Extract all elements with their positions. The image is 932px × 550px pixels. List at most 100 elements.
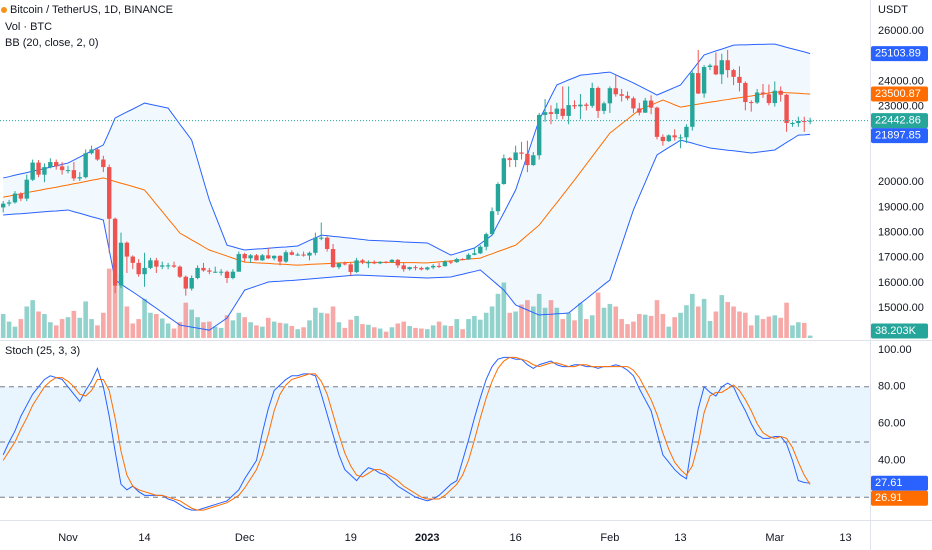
candle-body xyxy=(354,260,359,272)
x-tick-label: Mar xyxy=(765,532,784,544)
volume-bar xyxy=(489,306,495,338)
volume-bar xyxy=(230,320,236,338)
candle-body xyxy=(619,94,624,96)
volume-bar xyxy=(53,325,59,338)
volume-bar xyxy=(560,319,566,338)
volume-bar xyxy=(313,307,318,338)
volume-bar xyxy=(307,320,312,338)
volume-bar xyxy=(743,312,748,338)
volume-bar xyxy=(318,312,324,338)
volume-bar xyxy=(796,322,801,338)
candle-body xyxy=(507,158,512,161)
bb-fill xyxy=(3,44,811,331)
volume-bar xyxy=(407,326,412,338)
volume-bar xyxy=(666,326,672,338)
candle-body xyxy=(377,261,383,264)
candle-body xyxy=(448,261,454,263)
candle-body xyxy=(183,276,188,289)
volume-bar xyxy=(513,311,518,338)
candle-body xyxy=(648,100,654,108)
volume-bar xyxy=(30,300,35,338)
volume-bar xyxy=(236,312,242,338)
volume-bar xyxy=(165,323,171,338)
volume-bar xyxy=(454,319,460,338)
plot xyxy=(0,43,870,511)
candle-body xyxy=(372,262,377,264)
candle-body xyxy=(613,88,618,95)
volume-bar xyxy=(790,325,795,338)
candle-body xyxy=(660,136,666,142)
candle-body xyxy=(790,122,795,124)
candle-body xyxy=(495,183,501,212)
volume-bar xyxy=(660,314,666,338)
candle-body xyxy=(77,177,82,179)
candle-body xyxy=(548,112,554,114)
volume-bar xyxy=(642,314,648,338)
candle-body xyxy=(678,137,683,139)
candle-body xyxy=(36,162,41,175)
candle-body xyxy=(89,149,94,154)
candle-body xyxy=(59,166,65,171)
candle-body xyxy=(442,261,448,267)
volume-bar xyxy=(801,322,807,338)
candle-body xyxy=(572,105,577,107)
candle-body xyxy=(18,193,24,199)
volume-bar xyxy=(531,306,536,338)
candle-body xyxy=(336,263,342,268)
y-tick-label: 20000.00 xyxy=(878,176,924,188)
volume-bar xyxy=(625,324,630,338)
y-tick-label: 24000.00 xyxy=(878,75,924,87)
candle-body xyxy=(142,267,147,275)
volume-title: Vol · BTC xyxy=(5,21,52,33)
candle-body xyxy=(389,259,395,263)
volume-bar xyxy=(71,310,77,338)
candle-body xyxy=(601,103,607,111)
x-tick-label: 2023 xyxy=(415,532,439,544)
y-tick-label: 18000.00 xyxy=(878,227,924,239)
volume-bar xyxy=(360,324,365,338)
candle-body xyxy=(101,159,106,168)
candle-body xyxy=(218,271,224,273)
volume-bar xyxy=(36,311,41,338)
candle-body xyxy=(24,179,29,199)
volume-bar xyxy=(371,327,377,338)
volume-tag: 38.203K xyxy=(875,325,917,337)
volume-bar xyxy=(324,313,330,338)
candle-body xyxy=(177,266,183,277)
volume-bar xyxy=(648,315,654,338)
volume-bar xyxy=(248,322,253,338)
volume-bar xyxy=(195,317,200,338)
volume-bar xyxy=(595,292,601,338)
volume-bar xyxy=(536,293,542,338)
volume-bar xyxy=(189,309,194,338)
y-tick-label: 26000.00 xyxy=(878,25,924,37)
volume-bar xyxy=(719,295,725,338)
volume-bar xyxy=(701,298,707,338)
candle-body xyxy=(154,260,159,267)
volume-bar xyxy=(130,323,136,338)
candle-body xyxy=(324,237,330,250)
candle-body xyxy=(430,265,436,268)
candle-body xyxy=(342,263,348,265)
volume-bar xyxy=(760,319,766,338)
candle-body xyxy=(230,271,236,278)
volume-bar xyxy=(95,325,100,338)
volume-bar xyxy=(607,303,613,338)
volume-bar xyxy=(159,318,165,338)
candle-body xyxy=(207,270,212,272)
candle-body xyxy=(701,67,707,94)
candle-body xyxy=(784,94,789,123)
volume-bar xyxy=(672,317,677,338)
volume-bar xyxy=(12,326,18,338)
bb-lower xyxy=(3,133,811,331)
volume-bar xyxy=(507,312,513,338)
candle-body xyxy=(12,193,18,203)
candle-body xyxy=(407,267,412,270)
volume-bar xyxy=(112,256,118,338)
stoch-title: Stoch (25, 3, 3) xyxy=(5,345,80,357)
candle-body xyxy=(277,255,283,262)
volume-bar xyxy=(42,314,47,338)
candle-body xyxy=(531,155,536,166)
value-tag-bg xyxy=(871,128,928,144)
candle-body xyxy=(83,153,88,178)
